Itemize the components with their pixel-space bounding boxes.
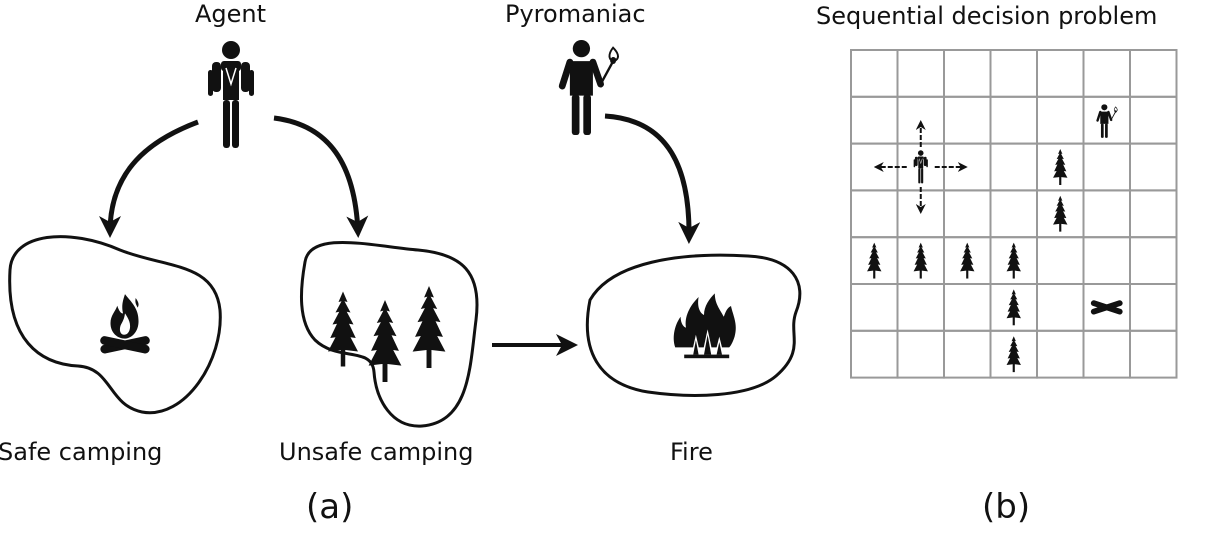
grid-cell [943, 189, 992, 239]
grid-cell [1082, 142, 1131, 192]
arrow-agent-to-safe-camping [99, 119, 199, 238]
pine-tree-icon [960, 242, 975, 279]
agent-label: Agent [195, 0, 267, 28]
grid-title: Sequential decision problem [816, 2, 1158, 30]
grid-cell [943, 283, 992, 332]
grid-cell [850, 49, 899, 98]
fire-label: Fire [670, 438, 713, 466]
grid-cell [1036, 329, 1085, 379]
pine-tree-icon [412, 286, 446, 368]
grid-cell [943, 329, 992, 379]
grid-cell [1129, 283, 1178, 332]
grid-cell [943, 95, 992, 145]
panel-b-label: (b) [982, 487, 1031, 527]
grid-cell [850, 283, 899, 332]
pyromaniac-icon [1095, 104, 1120, 139]
pine-tree-icon [1053, 149, 1068, 185]
grid-cell [850, 189, 899, 239]
burning-trees-icon [673, 293, 736, 359]
grid-cell [896, 49, 945, 98]
grid-cell [1129, 329, 1178, 379]
grid-cell [989, 49, 1038, 98]
grid-cell [850, 329, 899, 379]
grid-cell [1036, 283, 1085, 332]
grid-cell [1129, 189, 1178, 239]
arrow-pyromaniac-to-fire [604, 113, 701, 244]
grid-cell [989, 189, 1038, 239]
pine-tree-icon [1006, 242, 1021, 279]
grid-cell [850, 95, 899, 145]
arrow-agent-to-unsafe-camping [273, 115, 369, 238]
grid-cell [1082, 236, 1131, 285]
agent-hiker-icon [913, 150, 929, 184]
grid-cell [943, 49, 992, 98]
panel-a-label: (a) [306, 487, 354, 527]
unsafe-camping-region [299, 241, 479, 428]
grid-cell [1036, 95, 1085, 145]
grid-cell [1129, 236, 1178, 285]
safe-camping-region [8, 235, 222, 415]
pine-tree-icon [913, 242, 928, 279]
pyromaniac-label: Pyromaniac [505, 0, 646, 28]
pine-tree-icon [1006, 336, 1021, 373]
pine-tree-icon [867, 242, 882, 279]
campfire-icon [99, 294, 151, 355]
pine-tree-icon [1053, 195, 1068, 232]
pine-tree-icon [1006, 289, 1021, 326]
decision-grid [850, 49, 1178, 379]
grid-cell [1129, 95, 1178, 145]
grid-cell [1036, 49, 1085, 98]
fire-region [585, 253, 802, 397]
grid-cell [989, 142, 1038, 192]
grid-cell [1129, 142, 1178, 192]
grid-items [867, 104, 1124, 373]
grid-cell [896, 283, 945, 332]
agent-hiker-icon [207, 40, 255, 149]
grid-cell [1129, 49, 1178, 98]
grid-cell [1082, 189, 1131, 239]
campfire-logs-icon [1090, 299, 1124, 316]
safe-camping-label: Safe camping [0, 438, 163, 466]
grid-cell [1036, 236, 1085, 285]
unsafe-camping-label: Unsafe camping [279, 438, 474, 466]
grid-cell [896, 329, 945, 379]
pyromaniac-icon [562, 40, 618, 135]
grid-cell [989, 95, 1038, 145]
grid-cell [1082, 329, 1131, 379]
grid-cell [1082, 49, 1131, 98]
